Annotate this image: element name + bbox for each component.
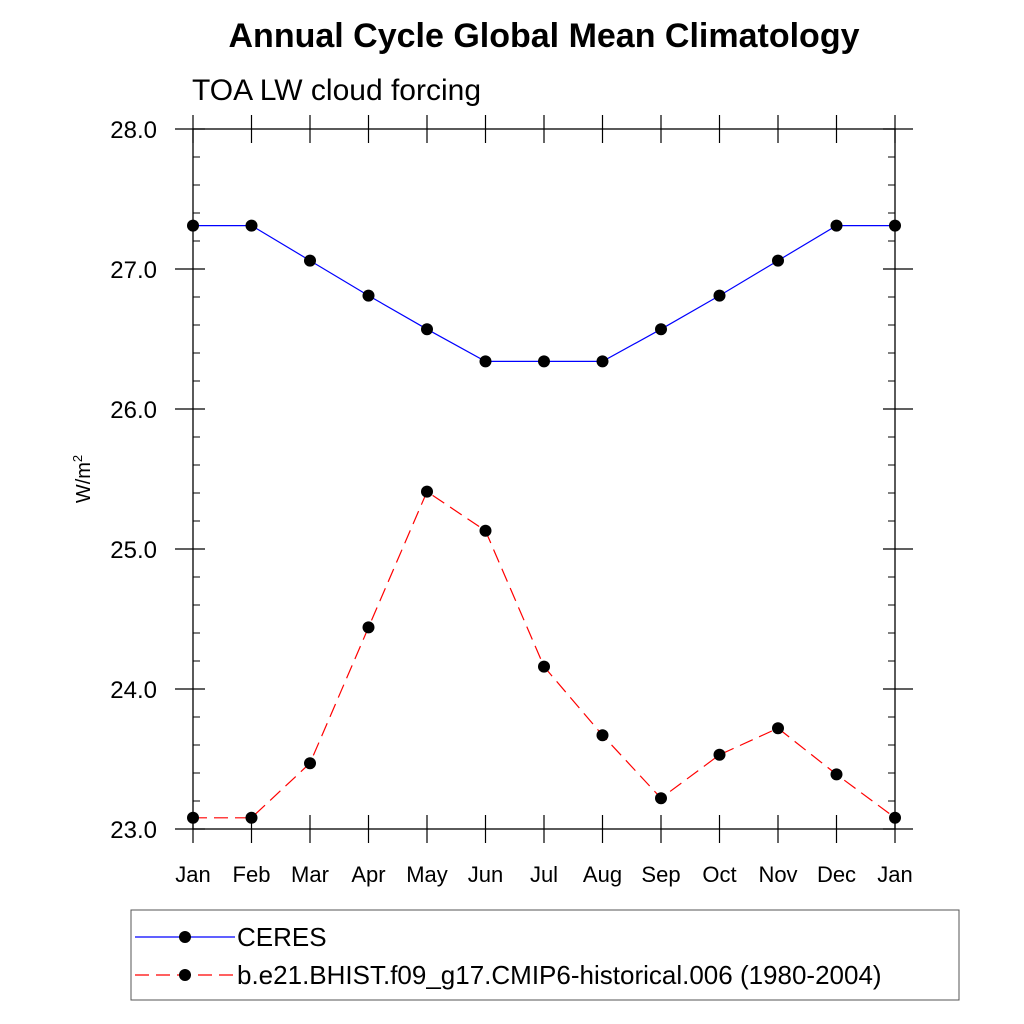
legend-label-2: b.e21.BHIST.f09_g17.CMIP6-historical.006… [237,960,882,990]
series-2-point [889,811,901,824]
series-2-point [362,621,375,634]
y-tick-label: 28.0 [110,117,157,144]
x-tick-label: Dec [817,862,856,887]
x-tick-label: Jan [175,862,210,887]
x-tick-label: Jul [530,862,558,887]
series-2-point [713,748,726,761]
y-tick-label: 25.0 [110,537,157,564]
series-2-point [479,524,492,537]
x-tick-label: Apr [351,862,385,887]
series-1-point [245,219,258,232]
series-1-point [655,323,667,336]
series-1-point [830,219,843,232]
axis-ticks [175,115,913,843]
x-tick-label: Nov [758,862,797,887]
series-layer [187,219,901,824]
legend: CERES b.e21.BHIST.f09_g17.CMIP6-historica… [135,922,882,990]
series-2-point [596,729,609,742]
plot-frame [192,128,896,830]
chart-subtitle: TOA LW cloud forcing [192,74,481,107]
series-line-1 [193,225,895,362]
series-1-point [538,355,550,368]
series-1-point [304,254,316,267]
series-2-point [830,768,843,781]
legend-box [130,909,960,1001]
x-tick-label: Sep [641,862,680,887]
y-tick-label: 26.0 [110,397,157,424]
series-2-point [655,792,667,805]
legend-marker-1 [179,931,191,943]
x-tick-labels: Jan Feb Mar Apr May Jun Jul Aug Sep Oct Nov Dec Jan [175,862,912,887]
legend-marker-2 [179,969,191,981]
y-axis-label-superscript: 2 [70,455,85,462]
x-tick-label: Jan [877,862,912,887]
y-axis-label: W/m2 [70,455,95,503]
series-2-point [538,660,550,673]
series-line-2 [193,490,896,819]
series-1-point [187,219,199,232]
y-tick-labels: 23.0 24.0 25.0 26.0 27.0 28.0 [110,117,157,844]
chart-title: Annual Cycle Global Mean Climatology [229,17,860,55]
series-1-point [421,323,433,336]
series-1-point [713,289,726,302]
series-1-point [362,289,375,302]
legend-label-1: CERES [237,922,327,952]
y-tick-label: 27.0 [110,257,157,284]
series-1-point [772,254,784,267]
series-2-point [245,811,258,824]
x-tick-label: Mar [291,862,329,887]
x-tick-label: Aug [583,862,622,887]
series-2-point [187,811,199,824]
x-tick-label: Jun [468,862,503,887]
x-tick-label: May [406,862,448,887]
x-tick-label: Oct [702,862,736,887]
series-2-point [772,722,784,735]
series-1-point [889,219,901,232]
series-1-point [596,355,609,368]
series-2-point [304,757,316,770]
series-1-point [479,355,492,368]
y-tick-label: 24.0 [110,677,157,704]
series-2-point [421,485,433,498]
x-tick-label: Feb [233,862,271,887]
y-axis-label-unit: W/m [73,462,95,503]
y-tick-label: 23.0 [110,817,157,844]
